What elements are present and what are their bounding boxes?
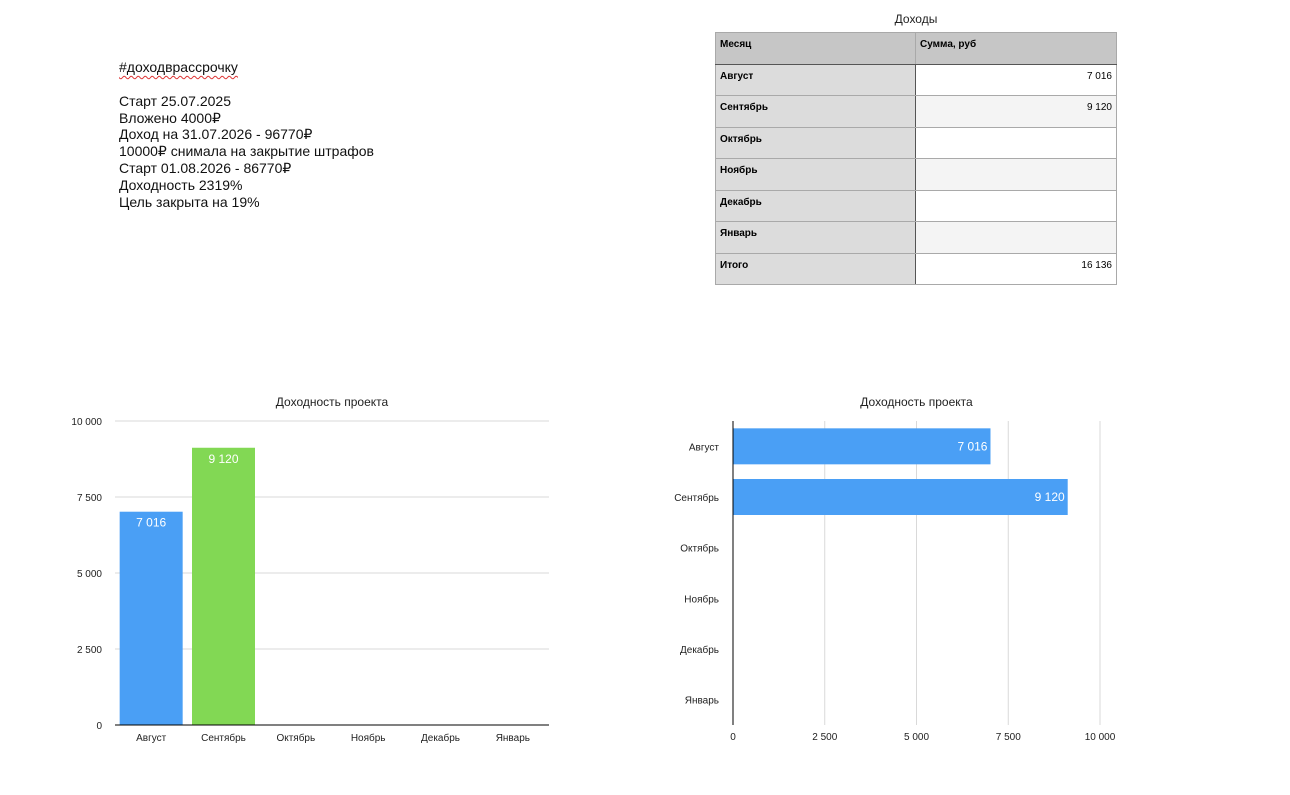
table-cell-month: Ноябрь: [715, 158, 916, 191]
x-tick-label: 7 500: [996, 732, 1021, 743]
table-cell-sum: [915, 126, 1117, 159]
table-cell-month: Итого: [715, 252, 916, 285]
notes-line: Цель закрыта на 19%: [119, 193, 260, 210]
table-cell-month: Январь: [715, 221, 916, 254]
x-tick-label: Декабрь: [421, 732, 460, 744]
table-title: Доходы: [894, 12, 938, 26]
table-cell-sum: [915, 221, 1117, 254]
x-tick-label: 10 000: [1085, 732, 1116, 743]
notes-line: 10000₽ снимала на закрытие штрафов: [119, 143, 374, 160]
y-tick-label: 10 000: [71, 417, 102, 428]
y-tick-label: Сентябрь: [674, 492, 719, 504]
table-header-row: Месяц Сумма, руб: [715, 32, 1117, 65]
x-tick-label: 2 500: [812, 732, 837, 743]
data-label: 9 120: [208, 452, 238, 466]
bar: [192, 447, 255, 725]
y-tick-label: 7 500: [77, 493, 102, 504]
notes-line: Вложено 4000₽: [119, 109, 221, 126]
bar: [733, 479, 1068, 515]
x-tick-label: 0: [730, 732, 736, 743]
data-label: 9 120: [1035, 490, 1065, 504]
chart-title-horizontal: Доходность проекта: [860, 395, 973, 409]
table-row: Ноябрь: [715, 158, 1117, 191]
table-row: Январь: [715, 221, 1117, 254]
y-tick-label: Октябрь: [680, 543, 719, 555]
table-cell-sum: 16 136: [915, 252, 1117, 285]
table-cell-month: Август: [715, 63, 916, 96]
table-cell-sum: [915, 158, 1117, 191]
x-tick-label: Сентябрь: [201, 732, 246, 744]
data-label: 7 016: [957, 439, 987, 453]
vertical-bar-chart: 0 2 500 5 000 7 500 10 000 7 016 Август 9 120 Се…: [71, 417, 549, 744]
table-row: Август 7 016: [715, 63, 1117, 96]
y-tick-label: 2 500: [77, 645, 102, 656]
table-cell-sum: [915, 189, 1117, 222]
x-tick-label: Ноябрь: [351, 732, 386, 744]
table-header-sum: Сумма, руб: [915, 32, 1117, 65]
y-tick-label: Январь: [685, 696, 719, 707]
table-row: Октябрь: [715, 126, 1117, 159]
horizontal-bar-chart: 0 2 500 5 000 7 500 10 000 7 016 Август 9 120 Се…: [674, 421, 1116, 743]
y-tick-label: 0: [96, 721, 102, 732]
x-tick-label: Август: [136, 733, 167, 744]
data-label: 7 016: [136, 516, 166, 530]
y-tick-label: Август: [689, 442, 720, 453]
income-table: Месяц Сумма, руб Август 7 016 Сентябрь 9…: [715, 32, 1117, 285]
table-cell-month: Октябрь: [715, 126, 916, 159]
notes-line: Старт 01.08.2026 - 86770₽: [119, 159, 292, 176]
table-cell-sum: 9 120: [915, 95, 1117, 128]
table-cell-month: Декабрь: [715, 189, 916, 222]
x-tick-label: 5 000: [904, 732, 929, 743]
y-tick-label: Декабрь: [680, 644, 719, 656]
notes-line: Старт 25.07.2025: [119, 92, 231, 109]
notes-line: Доход на 31.07.2026 - 96770₽: [119, 126, 313, 143]
table-cell-sum: 7 016: [915, 63, 1117, 96]
y-tick-label: Ноябрь: [684, 593, 719, 605]
x-tick-label: Октябрь: [276, 732, 315, 744]
table-row-total: Итого 16 136: [715, 252, 1117, 285]
table-cell-month: Сентябрь: [715, 95, 916, 128]
notes-block: #доходврассрочку Старт 25.07.2025 Вложен…: [119, 59, 374, 210]
notes-hashtag: #доходврассрочку: [119, 59, 238, 75]
table-header-month: Месяц: [715, 32, 916, 65]
bar: [119, 511, 183, 725]
table-row: Сентябрь 9 120: [715, 95, 1117, 128]
chart-title-vertical: Доходность проекта: [275, 395, 389, 409]
table-row: Декабрь: [715, 189, 1117, 222]
notes-line: Доходность 2319%: [119, 176, 243, 193]
y-tick-label: 5 000: [77, 569, 102, 580]
x-tick-label: Январь: [496, 733, 530, 744]
bar: [733, 428, 991, 465]
